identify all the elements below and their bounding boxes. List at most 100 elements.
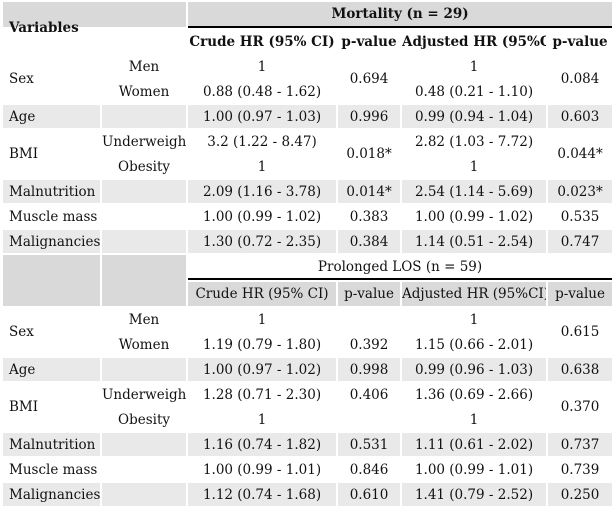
hr-value-cell: 1	[257, 58, 267, 75]
empty-cell	[102, 230, 187, 253]
column-header-crude-hr: Crude HR (95% CI)	[189, 33, 335, 50]
hr-value-cell: 1.11 (0.61 - 2.02)	[402, 433, 547, 456]
hr-value-cell: 1.19 (0.79 - 1.80)	[202, 336, 322, 353]
p-value-cell: 0.998	[338, 358, 401, 381]
table-row: Obesity 1 1	[3, 408, 612, 431]
empty-cell	[102, 205, 186, 228]
hr-value-cell: 1.16 (0.74 - 1.82)	[188, 433, 337, 456]
column-header-adjusted-hr: Adjusted HR (95%CI)	[402, 282, 547, 306]
p-value-cell: 0.531	[338, 433, 401, 456]
hr-value-cell: 1.00 (0.99 - 1.02)	[202, 208, 322, 225]
p-value-cell: 0.018*	[346, 146, 392, 162]
p-value-cell: 0.406	[349, 386, 389, 403]
hr-value-cell: 1	[469, 311, 479, 328]
row-label-cell: BMI	[9, 399, 39, 415]
row-label-cell: Malnutrition	[3, 433, 100, 456]
row-label-cell: Malignancies	[3, 230, 100, 253]
category-cell: Obesity	[118, 411, 170, 428]
category-cell: Women	[118, 83, 170, 100]
section2-subheader-row: Crude HR (95% CI) p-value Adjusted HR (9…	[3, 282, 613, 306]
hr-value-cell: 0.99 (0.94 - 1.04)	[402, 105, 547, 128]
empty-cell	[102, 433, 187, 456]
table-row: BMI Underweight 1.28 (0.71 - 2.30) 0.406…	[3, 383, 612, 416]
table-row: Malnutrition 1.16 (0.74 - 1.82) 0.531 1.…	[3, 433, 613, 456]
p-value-cell: 0.392	[349, 336, 389, 353]
hr-value-cell: 1	[257, 158, 267, 175]
p-value-cell: 0.638	[548, 358, 613, 381]
row-label-cell: Age	[3, 105, 100, 128]
table-row: Malignancies 1.30 (0.72 - 2.35) 0.384 1.…	[3, 230, 613, 253]
p-value-cell: 0.615	[560, 324, 600, 340]
p-value-cell: 0.014*	[338, 180, 401, 203]
column-header-adjusted-hr: Adjusted HR (95%CI)	[402, 33, 547, 50]
section2-header-row: Prolonged LOS (n = 59)	[3, 255, 613, 306]
empty-cell	[102, 105, 187, 128]
row-label-cell: Age	[3, 358, 100, 381]
column-header-crude-hr: Crude HR (95% CI)	[188, 282, 337, 306]
hr-value-cell: 1.41 (0.79 - 2.52)	[402, 483, 547, 506]
hr-value-cell: 2.09 (1.16 - 3.78)	[188, 180, 337, 203]
row-label-cell: Muscle mass	[9, 208, 98, 225]
hr-value-cell: 1.15 (0.66 - 2.01)	[414, 336, 534, 353]
empty-cell	[102, 458, 186, 481]
hr-value-cell: 1.00 (0.99 - 1.02)	[414, 208, 534, 225]
table-row: Malignancies 1.12 (0.74 - 1.68) 0.610 1.…	[3, 483, 613, 506]
table-row: Age 1.00 (0.97 - 1.03) 0.996 0.99 (0.94 …	[3, 105, 613, 128]
table-row: Sex Men 1 0.694 1 0.084	[3, 55, 612, 88]
hr-value-cell: 1	[257, 311, 267, 328]
p-value-cell: 0.535	[560, 208, 600, 225]
hr-value-cell: 1	[257, 411, 267, 428]
p-value-cell: 0.846	[349, 461, 389, 478]
table-row: Women 1.19 (0.79 - 1.80) 0.392 1.15 (0.6…	[3, 333, 612, 356]
row-label-cell: Muscle mass	[9, 461, 98, 478]
p-value-cell: 0.084	[560, 71, 600, 87]
hr-value-cell: 1.00 (0.97 - 1.03)	[188, 105, 337, 128]
empty-cell	[338, 408, 400, 431]
table-row: Age 1.00 (0.97 - 1.02) 0.998 0.99 (0.96 …	[3, 358, 613, 381]
p-value-cell: 0.383	[349, 208, 389, 225]
category-cell: Women	[118, 336, 170, 353]
p-value-cell: 0.023*	[548, 180, 613, 203]
table-row: BMI Underweight 3.2 (1.22 - 8.47) 0.018*…	[3, 130, 612, 163]
row-label-cell: Sex	[9, 324, 34, 340]
table-row: Sex Men 1 1 0.615	[3, 308, 612, 341]
hr-value-cell: 1.30 (0.72 - 2.35)	[188, 230, 337, 253]
empty-header-cell	[102, 255, 187, 306]
table-row: Women 0.88 (0.48 - 1.62) 0.48 (0.21 - 1.…	[3, 80, 612, 103]
hr-value-cell: 0.48 (0.21 - 1.10)	[414, 83, 534, 100]
table-row: Malnutrition 2.09 (1.16 - 3.78) 0.014* 2…	[3, 180, 613, 203]
hr-value-cell: 0.88 (0.48 - 1.62)	[202, 83, 322, 100]
p-value-cell: 0.739	[560, 461, 600, 478]
empty-cell	[102, 358, 187, 381]
hr-value-cell: 2.82 (1.03 - 7.72)	[414, 133, 534, 150]
p-value-cell: 0.250	[548, 483, 613, 506]
hr-value-cell: 1	[469, 58, 479, 75]
p-value-cell: 0.044*	[557, 146, 603, 162]
variables-header-cell: Variables	[3, 2, 187, 53]
table-row: Muscle mass 1.00 (0.99 - 1.02) 0.383 1.0…	[3, 205, 612, 228]
hr-value-cell: 1.36 (0.69 - 2.66)	[414, 386, 534, 403]
hr-value-cell: 1.00 (0.99 - 1.01)	[202, 461, 322, 478]
category-cell: Underweight	[102, 386, 187, 403]
column-header-p-value: p-value	[548, 282, 613, 306]
section1-subheader-row: Crude HR (95% CI) p-value Adjusted HR (9…	[3, 30, 612, 53]
hr-value-cell: 1.12 (0.74 - 1.68)	[188, 483, 337, 506]
empty-header-cell	[3, 255, 100, 306]
p-value-cell: 0.996	[338, 105, 401, 128]
row-label-cell: Malnutrition	[3, 180, 100, 203]
hr-value-cell: 3.2 (1.22 - 8.47)	[207, 133, 317, 150]
p-value-cell: 0.694	[349, 71, 389, 87]
section2-title-cell: Prolonged LOS (n = 59)	[188, 255, 613, 280]
p-value-cell: 0.384	[338, 230, 401, 253]
table-row: Obesity 1 1	[3, 155, 612, 178]
hr-value-cell: 1	[469, 158, 479, 175]
empty-cell	[102, 180, 187, 203]
column-header-p-value: p-value	[338, 282, 401, 306]
category-cell: Men	[128, 311, 160, 328]
hr-value-cell: 2.54 (1.14 - 5.69)	[402, 180, 547, 203]
p-value-cell: 0.747	[548, 230, 613, 253]
hr-value-cell: 1.14 (0.51 - 2.54)	[402, 230, 547, 253]
column-header-p-value: p-value	[341, 33, 397, 50]
hr-value-cell: 1.00 (0.97 - 1.02)	[188, 358, 337, 381]
